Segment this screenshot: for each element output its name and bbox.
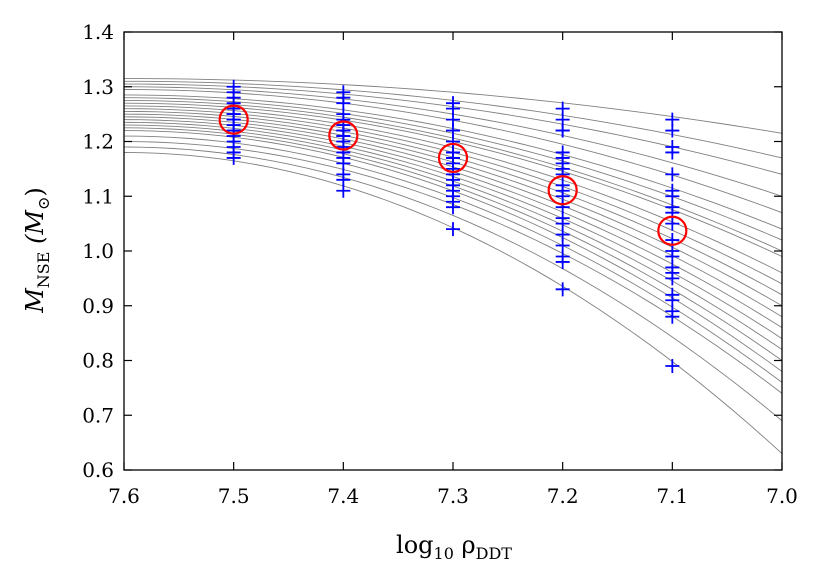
x-tick-label: 7.1 — [656, 484, 688, 508]
sample-marker — [665, 309, 680, 324]
sample-marker — [555, 123, 570, 138]
x-axis-title-log: log — [396, 531, 434, 559]
y-tick-label: 0.6 — [82, 458, 114, 482]
y-tick-label: 1.0 — [82, 239, 114, 263]
mean-circle — [547, 175, 578, 206]
mean-circle — [437, 142, 469, 174]
y-tick-label: 1.1 — [82, 184, 114, 208]
sample-marker — [446, 222, 460, 237]
sample-marker — [665, 123, 680, 138]
sample-marker — [665, 167, 680, 182]
sample-marker — [665, 271, 680, 286]
y-tick-label: 1.4 — [82, 20, 114, 44]
mean-circle — [328, 120, 359, 151]
x-tick-label: 7.2 — [547, 484, 579, 508]
y-axis-title-close: ) — [21, 187, 49, 196]
sample-marker — [555, 254, 570, 269]
mean-circles — [218, 104, 688, 246]
x-axis-title: log10 ρDDT — [396, 531, 512, 563]
mean-circle — [218, 104, 249, 135]
axis-ticks: 7.6 7.5 7.4 7.3 7.2 7.1 7.0 0.6 0.7 0.8 0.9 1.0 1.1 1… — [82, 20, 798, 508]
x-tick-label: 7.0 — [766, 484, 798, 508]
sample-marker — [336, 183, 351, 198]
y-tick-label: 0.8 — [82, 349, 114, 373]
y-axis-title-m: M — [21, 287, 49, 314]
y-axis-title-sub: NSE — [34, 252, 53, 289]
x-axis-title-rho: ρ — [454, 531, 476, 559]
sample-markers — [226, 79, 680, 373]
mean-circle — [657, 215, 688, 246]
x-axis-title-sub: 10 — [434, 544, 454, 563]
x-axis-title-sub2: DDT — [476, 544, 513, 563]
x-tick-label: 7.5 — [218, 484, 250, 508]
y-axis-title-sun: ⊙ — [34, 197, 53, 210]
sample-marker — [665, 216, 680, 231]
sample-marker — [665, 358, 680, 373]
sample-marker — [555, 282, 570, 297]
y-axis-title: MNSE (M⊙) — [21, 187, 53, 314]
y-tick-label: 0.9 — [82, 294, 114, 318]
sample-marker — [226, 150, 241, 165]
sample-marker — [446, 200, 460, 215]
y-tick-label: 0.7 — [82, 403, 114, 427]
y-axis-title-unit: (M — [21, 209, 49, 252]
x-tick-label: 7.3 — [437, 484, 469, 508]
y-tick-label: 1.2 — [82, 130, 114, 154]
sample-marker — [665, 145, 680, 160]
x-tick-label: 7.6 — [108, 484, 140, 508]
x-tick-label: 7.4 — [327, 484, 359, 508]
y-tick-label: 1.3 — [82, 75, 114, 99]
